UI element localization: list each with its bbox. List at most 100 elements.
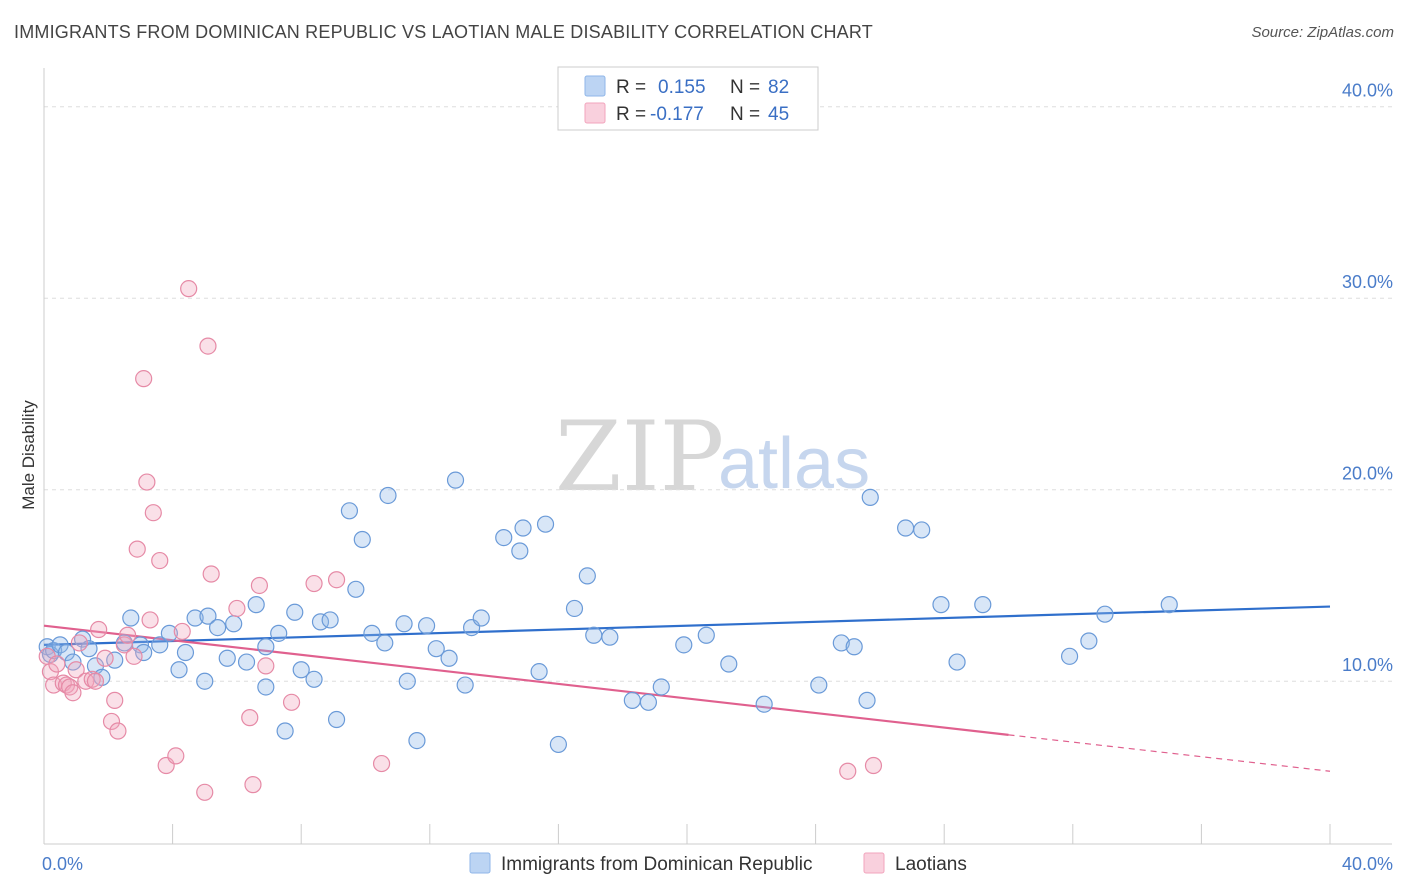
legend-n-label-1: N =	[730, 77, 760, 98]
legend-r-value-1: 0.155	[658, 77, 706, 98]
series-legend: Immigrants from Dominican Republic Laoti…	[469, 852, 967, 875]
data-point	[225, 615, 243, 633]
data-point	[974, 596, 992, 614]
data-point	[530, 663, 548, 681]
data-point	[241, 709, 259, 727]
series-legend-label-dominican: Immigrants from Dominican Republic	[501, 854, 813, 875]
data-point	[202, 565, 220, 583]
stats-legend: R = 0.155 N = 82 R = -0.177 N = 45	[557, 66, 819, 131]
data-point	[1080, 632, 1098, 650]
data-point	[67, 661, 85, 679]
data-point	[122, 609, 140, 627]
data-point	[511, 542, 529, 560]
data-point	[282, 693, 301, 711]
data-point	[115, 636, 133, 654]
data-point	[440, 649, 458, 667]
legend-r-label-2: R =	[616, 104, 646, 125]
data-point	[106, 691, 124, 709]
data-point	[861, 488, 879, 506]
data-point	[697, 626, 715, 644]
data-point	[578, 567, 596, 585]
series-dominican-points	[38, 471, 1178, 754]
data-point	[321, 611, 339, 629]
data-point	[353, 530, 371, 549]
data-point	[601, 628, 619, 646]
trend-line-dominican	[43, 605, 1331, 646]
data-point	[118, 626, 137, 644]
legend-n-value-1: 82	[768, 77, 789, 98]
data-point	[446, 471, 465, 489]
data-point	[327, 710, 346, 729]
data-point	[379, 486, 397, 505]
data-point	[858, 691, 876, 709]
legend-r-value-2: -0.177	[650, 104, 704, 125]
data-point	[1060, 647, 1079, 665]
data-point	[247, 596, 265, 614]
series-legend-swatch-dominican	[469, 852, 491, 874]
data-point	[565, 599, 584, 618]
data-point	[286, 603, 304, 621]
data-point	[347, 580, 365, 598]
data-point	[340, 502, 359, 520]
data-point	[623, 691, 641, 709]
data-point	[48, 655, 66, 673]
y-tick-label: 30.0%	[1342, 272, 1393, 292]
legend-r-label-1: R =	[616, 77, 646, 98]
chart-title: IMMIGRANTS FROM DOMINICAN REPUBLIC VS LA…	[14, 22, 873, 42]
y-tick-label: 10.0%	[1342, 655, 1393, 675]
x-tick-label: 40.0%	[1342, 854, 1393, 874]
data-point	[585, 626, 603, 644]
data-point	[327, 571, 346, 589]
data-point	[832, 634, 850, 652]
watermark-zip: ZIP	[555, 401, 724, 513]
data-point	[372, 754, 391, 773]
data-point	[237, 653, 256, 671]
data-point	[514, 519, 532, 537]
data-point	[199, 337, 217, 355]
trend-line-laotian	[43, 624, 1009, 736]
data-point	[125, 647, 143, 665]
data-point	[932, 596, 950, 614]
data-point	[173, 622, 191, 641]
data-point	[86, 672, 105, 690]
data-point	[720, 655, 738, 673]
series-laotian-points	[38, 280, 883, 801]
data-point	[135, 370, 153, 388]
legend-n-label-2: N =	[730, 104, 760, 125]
data-point	[456, 676, 474, 694]
data-point	[90, 620, 108, 639]
data-point	[864, 756, 883, 775]
data-point	[257, 657, 275, 675]
data-point	[64, 684, 82, 702]
data-point	[270, 624, 288, 642]
data-point	[77, 672, 95, 690]
data-point	[176, 643, 195, 662]
data-point	[395, 615, 413, 633]
data-point	[96, 649, 114, 667]
data-point	[218, 649, 236, 667]
trend-lines	[43, 605, 1331, 772]
data-point	[45, 641, 63, 660]
data-point	[376, 634, 394, 652]
data-point	[305, 670, 323, 688]
data-point	[128, 540, 146, 558]
data-point	[276, 722, 294, 740]
series-legend-label-laotian: Laotians	[895, 854, 967, 875]
data-point	[675, 636, 693, 654]
data-point	[144, 504, 162, 522]
data-point	[109, 722, 127, 740]
y-tick-label: 20.0%	[1342, 464, 1393, 484]
grid-lines	[44, 106, 1392, 682]
data-point	[398, 672, 416, 690]
data-point	[897, 519, 915, 537]
data-points	[38, 280, 1178, 801]
data-point	[549, 735, 568, 754]
data-point	[151, 551, 169, 570]
data-point	[305, 574, 323, 593]
data-point	[417, 617, 436, 635]
data-point	[536, 515, 555, 533]
data-point	[80, 640, 98, 658]
trend-line-laotian-extrapolated	[1008, 734, 1331, 772]
